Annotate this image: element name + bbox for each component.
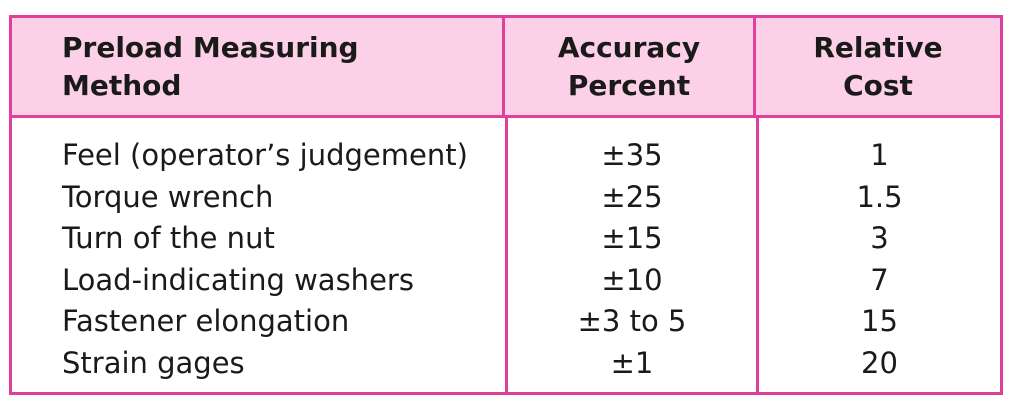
cost-cell: 20: [861, 345, 898, 380]
table-rows: Feel (operator’s judgement) ±35 1 Torque…: [12, 135, 1000, 384]
cost-cell: 1: [870, 138, 889, 172]
column-divider: [505, 118, 508, 392]
table-row: Strain gages ±1 20: [12, 343, 1000, 385]
method-cell: Torque wrench: [62, 179, 274, 214]
cost-cell: 1.5: [856, 179, 903, 214]
accuracy-cell: ±35: [601, 138, 663, 172]
table-row: Feel (operator’s judgement) ±35 1: [12, 135, 1000, 177]
accuracy-cell: ±1: [610, 345, 654, 380]
accuracy-cell: ±15: [601, 221, 663, 255]
method-cell: Fastener elongation: [62, 304, 350, 338]
accuracy-cell: ±25: [601, 179, 663, 214]
header-accuracy: Accuracy Percent: [505, 18, 756, 115]
table-row: Turn of the nut ±15 3: [12, 218, 1000, 260]
preload-methods-table: Preload Measuring Method Accuracy Percen…: [9, 15, 1003, 395]
accuracy-cell: ±10: [601, 262, 663, 297]
header-method-label: Preload Measuring Method: [62, 30, 359, 102]
cost-cell: 3: [870, 221, 889, 255]
table-row: Load-indicating washers ±10 7: [12, 260, 1000, 302]
header-method: Preload Measuring Method: [12, 18, 505, 115]
table-row: Torque wrench ±25 1.5: [12, 177, 1000, 219]
method-cell: Load-indicating washers: [62, 262, 414, 297]
table-row: Fastener elongation ±3 to 5 15: [12, 301, 1000, 343]
method-cell: Strain gages: [62, 345, 245, 380]
method-cell: Feel (operator’s judgement): [62, 138, 468, 172]
table-body: Feel (operator’s judgement) ±35 1 Torque…: [12, 118, 1000, 392]
column-divider: [756, 118, 759, 392]
cost-cell: 15: [861, 304, 898, 338]
header-accuracy-label: Accuracy Percent: [557, 30, 701, 102]
header-cost-label: Relative Cost: [813, 30, 943, 102]
cost-cell: 7: [870, 262, 889, 297]
method-cell: Turn of the nut: [62, 221, 275, 255]
accuracy-cell: ±3 to 5: [577, 304, 687, 338]
table-header-row: Preload Measuring Method Accuracy Percen…: [12, 18, 1000, 118]
header-cost: Relative Cost: [756, 18, 1000, 115]
